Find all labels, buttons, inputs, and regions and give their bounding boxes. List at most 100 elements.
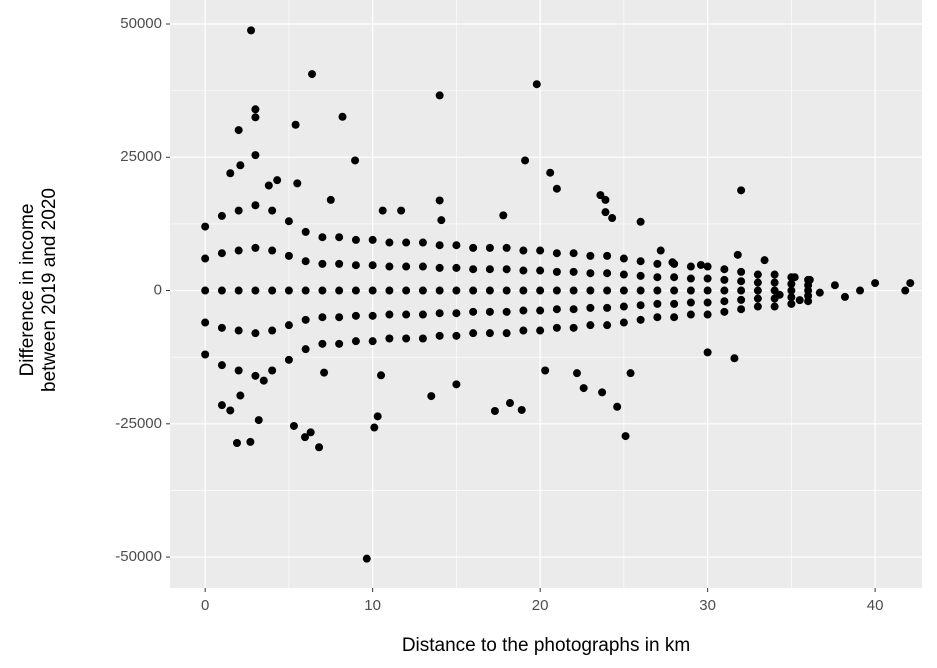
point	[351, 311, 360, 320]
point	[234, 326, 243, 335]
point	[469, 243, 478, 252]
point	[268, 366, 277, 375]
point	[318, 286, 327, 295]
x-tick-label: 20	[532, 597, 549, 614]
point	[502, 243, 511, 252]
point	[505, 399, 514, 408]
point	[552, 184, 561, 193]
point	[753, 286, 762, 295]
point	[601, 195, 610, 204]
point	[670, 286, 679, 295]
point	[469, 329, 478, 338]
x-tick-label: 0	[201, 597, 209, 614]
point	[351, 235, 360, 244]
point	[668, 258, 677, 267]
point	[619, 270, 628, 279]
point	[254, 416, 263, 425]
point	[284, 321, 293, 330]
point	[234, 246, 243, 255]
point	[385, 286, 394, 295]
point	[300, 433, 309, 442]
point	[901, 286, 910, 295]
point	[435, 331, 444, 340]
point	[201, 350, 210, 359]
point	[603, 251, 612, 260]
point	[234, 206, 243, 215]
point	[636, 257, 645, 266]
point	[427, 392, 436, 401]
point	[656, 246, 665, 255]
point	[452, 380, 461, 389]
point	[626, 369, 635, 378]
point	[815, 288, 824, 297]
point	[251, 151, 260, 160]
point	[636, 271, 645, 280]
point	[787, 279, 796, 288]
point	[284, 355, 293, 364]
point	[251, 286, 260, 295]
point	[720, 265, 729, 274]
point	[770, 302, 779, 311]
point	[320, 368, 329, 377]
point	[552, 305, 561, 314]
point	[653, 299, 662, 308]
point	[517, 405, 526, 414]
point	[636, 286, 645, 295]
point	[787, 286, 796, 295]
point	[569, 286, 578, 295]
point	[760, 256, 769, 265]
point	[546, 168, 555, 177]
point	[226, 406, 235, 415]
point	[686, 310, 695, 319]
point	[572, 369, 581, 378]
point	[787, 293, 796, 302]
point	[234, 366, 243, 375]
point	[201, 318, 210, 327]
point	[437, 216, 446, 225]
point	[490, 407, 499, 416]
point	[201, 222, 210, 231]
point	[318, 233, 327, 242]
point	[335, 313, 344, 322]
point	[268, 286, 277, 295]
x-tick-label: 10	[364, 597, 381, 614]
point	[273, 176, 282, 185]
point	[653, 313, 662, 322]
point	[338, 112, 347, 121]
point	[378, 206, 387, 215]
point	[552, 267, 561, 276]
point	[856, 286, 865, 295]
y-tick-label: -25000	[115, 415, 162, 432]
point	[236, 391, 245, 400]
point	[653, 259, 662, 268]
point	[636, 301, 645, 310]
point	[906, 279, 915, 288]
y-axis-title: Difference in income	[17, 204, 38, 377]
point	[402, 238, 411, 247]
point	[536, 266, 545, 275]
point	[418, 334, 427, 343]
point	[502, 329, 511, 338]
point	[770, 278, 779, 287]
point	[569, 249, 578, 258]
point	[519, 326, 528, 335]
point	[552, 286, 561, 295]
point	[301, 286, 310, 295]
point	[586, 251, 595, 260]
point	[532, 80, 541, 89]
point	[284, 217, 293, 226]
point	[251, 329, 260, 338]
point	[318, 313, 327, 322]
point	[402, 262, 411, 271]
x-tick-label: 40	[867, 597, 884, 614]
point	[619, 254, 628, 263]
point	[264, 181, 273, 190]
point	[397, 206, 406, 215]
point	[326, 195, 335, 204]
point	[737, 277, 746, 286]
point	[418, 310, 427, 319]
point	[234, 126, 243, 135]
point	[596, 191, 605, 200]
point	[217, 323, 226, 332]
point	[753, 294, 762, 303]
